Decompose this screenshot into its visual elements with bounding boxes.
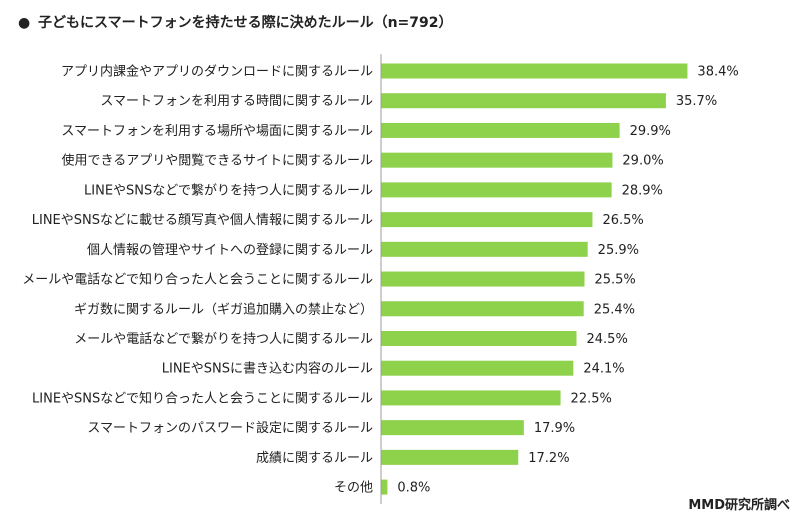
category-label: スマートフォンを利用する時間に関するルール — [100, 94, 373, 109]
bar — [381, 152, 613, 168]
category-label: 個人情報の管理やサイトへの登録に関するルール — [87, 243, 373, 258]
value-label: 25.5% — [594, 273, 635, 288]
chart-bullet-icon: ● — [18, 15, 30, 31]
value-label: 25.4% — [594, 302, 635, 317]
bar — [381, 122, 620, 138]
value-label: 22.5% — [571, 391, 612, 406]
source-note: MMD研究所調べ — [688, 497, 790, 513]
value-label: 35.7% — [676, 94, 717, 109]
value-label: 0.8% — [397, 481, 430, 496]
value-label: 24.5% — [587, 332, 628, 347]
chart-title: 子どもにスマートフォンを持たせる際に決めたルール（n=792） — [38, 14, 453, 31]
value-label: 26.5% — [602, 213, 643, 228]
category-label: アプリ内課金やアプリのダウンロードに関するルール — [61, 64, 373, 80]
category-label: その他 — [334, 481, 373, 496]
category-label: LINEやSNSなどに載せる顔写真や個人情報に関するルール — [32, 213, 373, 228]
category-label: ギガ数に関するルール（ギガ追加購入の禁止など） — [74, 301, 373, 317]
bar — [381, 212, 593, 228]
bar — [381, 271, 585, 287]
value-label: 38.4% — [697, 65, 738, 80]
bars-layer: アプリ内課金やアプリのダウンロードに関するルール 38.4% スマートフォンを利用す… — [22, 63, 739, 496]
category-label: スマートフォンを利用する場所や場面に関するルール — [61, 124, 373, 139]
value-label: 17.2% — [528, 451, 569, 466]
bar — [381, 390, 561, 406]
value-label: 28.9% — [622, 183, 663, 198]
bar — [381, 449, 519, 465]
bar — [381, 330, 577, 346]
value-label: 24.1% — [583, 362, 624, 377]
category-label: スマートフォンのパスワード設定に関するルール — [87, 420, 373, 436]
category-label: LINEやSNSなどで繋がりを持つ人に関するルール — [84, 182, 373, 198]
bar — [381, 63, 688, 79]
category-label: LINEやSNSに書き込む内容のルール — [162, 361, 373, 377]
category-label: LINEやSNSなどで知り合った人と会うことに関するルール — [32, 390, 373, 406]
bar — [381, 182, 612, 198]
category-label: 成績に関するルール — [256, 451, 373, 466]
category-label: メールや電話などで繋がりを持つ人に関するルール — [74, 331, 373, 347]
bar — [381, 479, 388, 495]
value-label: 29.9% — [630, 124, 671, 139]
bar — [381, 301, 584, 317]
value-label: 25.9% — [598, 243, 639, 258]
value-label: 29.0% — [622, 154, 663, 169]
bar — [381, 241, 588, 257]
bar — [381, 360, 574, 376]
bar — [381, 93, 666, 109]
category-label: メールや電話などで知り合った人と会うことに関するルール — [22, 272, 373, 288]
category-label: 使用できるアプリや閲覧できるサイトに関するルール — [62, 153, 373, 169]
value-label: 17.9% — [534, 421, 575, 436]
bar — [381, 420, 524, 436]
